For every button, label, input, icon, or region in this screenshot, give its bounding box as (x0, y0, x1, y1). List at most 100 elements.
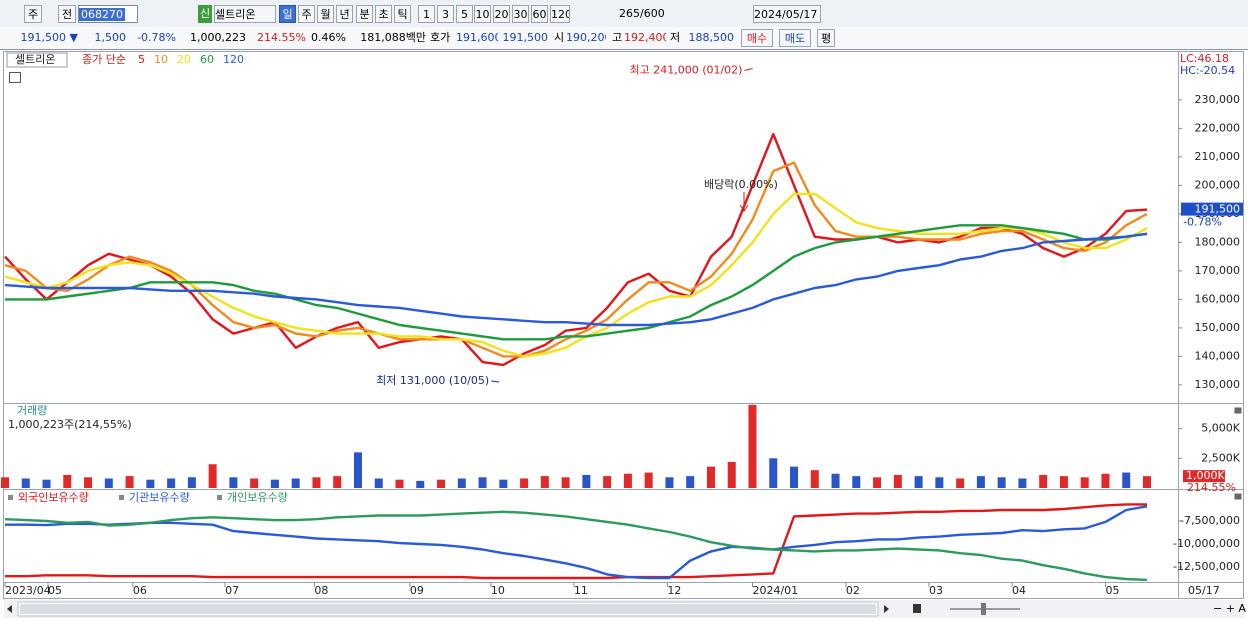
last-date: 05/17 (1188, 584, 1220, 597)
panel-icon[interactable] (9, 72, 21, 83)
legend-entry: 5 (138, 53, 145, 66)
panel-close[interactable] (1234, 407, 1242, 414)
quote-item[interactable]: 평 (817, 29, 835, 47)
volume-bar (665, 477, 674, 488)
quote-bg (0, 27, 1248, 49)
volume-bar (748, 404, 757, 488)
volume-bar (457, 478, 466, 488)
volume-bar (852, 476, 861, 488)
volume-bar (125, 476, 134, 488)
volume-bar (42, 479, 51, 488)
current-volume: 1,000K (1186, 469, 1225, 482)
y-tick-label: 140,000 (1195, 349, 1241, 362)
current-price: 191,500 (1195, 203, 1241, 216)
scroll-left[interactable] (7, 605, 12, 613)
scroll-right[interactable] (884, 605, 889, 613)
volume-bar (935, 477, 944, 488)
toolbar-item[interactable]: 주 (298, 5, 315, 23)
volume-bar (63, 474, 72, 488)
legend-prefix: 종가 단순 (82, 53, 126, 66)
toolbar-item[interactable]: 주 (24, 5, 42, 23)
volume-bar (520, 478, 529, 488)
legend-swatch (119, 495, 124, 500)
lc-label: LC:46.18 (1180, 52, 1229, 65)
volume-bar (1080, 477, 1089, 488)
toolbar-item[interactable]: 120 (550, 5, 570, 23)
volume-bar (810, 470, 819, 488)
toolbar-item[interactable]: 3 (437, 5, 454, 23)
quote-item[interactable]: 매도 (779, 29, 811, 47)
toolbar-item[interactable]: 5 (456, 5, 473, 23)
toolbar-item[interactable]: 068270 (78, 5, 138, 23)
volume-bar (893, 474, 902, 488)
toolbar-item[interactable]: 30 (512, 5, 529, 23)
x-tick-label: 02 (846, 584, 860, 597)
volume-bar (1, 477, 9, 488)
volume-bar (540, 476, 549, 488)
toolbar-item[interactable]: 2024/05/17 (753, 5, 821, 23)
toolbar-item[interactable]: 틱 (394, 5, 411, 23)
x-tick-label: 05 (48, 584, 62, 597)
toolbar-item[interactable]: 초 (375, 5, 392, 23)
toolbar-item[interactable]: 전 (58, 5, 76, 23)
toolbar-item: /600 (640, 7, 665, 20)
volume-bar (84, 477, 93, 488)
y-tick-label: 130,000 (1195, 378, 1241, 391)
quote-item[interactable]: 매수 (741, 29, 773, 47)
y-tick-label: -7,500,000 (1180, 514, 1240, 527)
zoom-buttons[interactable]: − + A (1213, 602, 1246, 615)
annotation-arrow (491, 380, 500, 383)
volume-bar (208, 464, 217, 488)
volume-bar (250, 478, 259, 488)
x-tick-label: 04 (1012, 584, 1026, 597)
series-line (4, 232, 1148, 327)
quote-item: 1,500 (94, 31, 127, 44)
quote-item: -0.78% (137, 31, 176, 44)
x-tick-label: 07 (225, 584, 239, 597)
quote-item: 214.55% (257, 31, 306, 44)
y-tick-label: -12,500,000 (1173, 560, 1240, 573)
legend-swatch (8, 495, 13, 500)
y-tick-label: 2,500K (1201, 451, 1240, 464)
volume-bar (333, 476, 342, 488)
legend-entry: 기관보유수량 (129, 491, 190, 504)
volume-subtitle: 1,000,223주(214,55%) (8, 418, 132, 431)
volume-bar (873, 477, 882, 488)
quote-item: 0.46% (311, 31, 346, 44)
volume-bar (706, 466, 715, 488)
toolbar-item[interactable]: 1 (418, 5, 435, 23)
toolbar-item[interactable]: 60 (531, 5, 548, 23)
volume-bar (270, 479, 279, 488)
x-tick-label: 10 (491, 584, 505, 597)
legend-entry: 개인보유수량 (227, 491, 288, 504)
annotation-arrow (744, 68, 753, 72)
toolbar-item[interactable]: 분 (356, 5, 373, 23)
annotation: 최저 131,000 (10/05) (376, 374, 489, 387)
y-tick-label: 230,000 (1195, 93, 1241, 106)
toolbar-item[interactable]: 10 (474, 5, 491, 23)
toolbar-item[interactable]: 월 (317, 5, 334, 23)
code-text[interactable]: 068270 (79, 8, 125, 21)
volume-bar (395, 479, 404, 488)
volume-title: 거래량 (17, 404, 47, 417)
volume-bar (956, 478, 965, 488)
x-tick-label: 05 (1105, 584, 1119, 597)
toolbar-item[interactable]: 일 (279, 5, 296, 23)
series-line (4, 510, 1148, 582)
y-tick-label: 180,000 (1195, 235, 1241, 248)
stop-button[interactable] (913, 604, 921, 613)
y-tick-label: 210,000 (1195, 150, 1241, 163)
toolbar-item[interactable]: 20 (493, 5, 510, 23)
legend-swatch (217, 495, 222, 500)
volume-bar (353, 452, 362, 488)
volume-bar (582, 474, 591, 488)
toolbar-item[interactable]: 셀트리온 (214, 5, 276, 23)
scroll-thumb[interactable] (20, 604, 876, 614)
panel-close[interactable] (1234, 493, 1242, 500)
x-tick-label: 2024/01 (752, 584, 798, 597)
toolbar-item[interactable]: 신 (198, 5, 212, 23)
volume-bar (416, 480, 425, 488)
volume-bar (997, 477, 1006, 488)
toolbar-item[interactable]: 년 (336, 5, 353, 23)
zoom-knob[interactable] (981, 603, 986, 615)
